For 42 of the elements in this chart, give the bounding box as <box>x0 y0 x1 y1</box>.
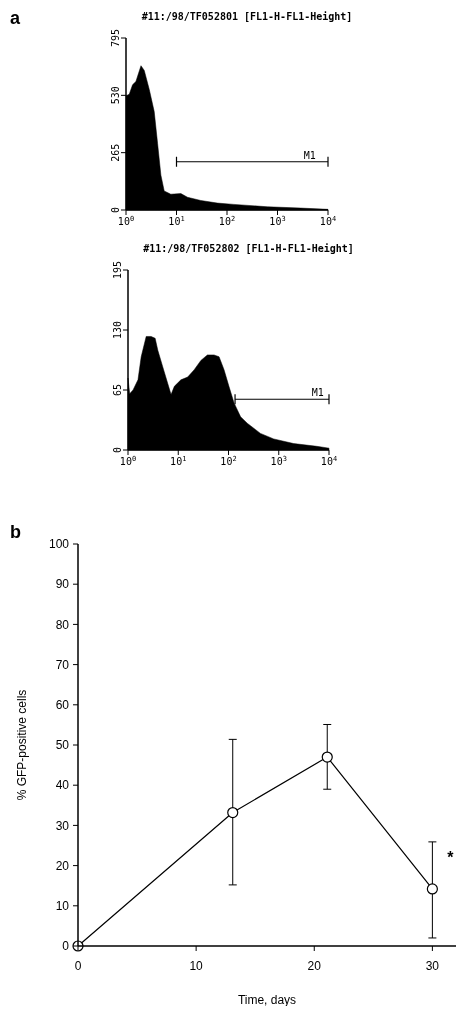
y-tick-label: 90 <box>55 577 70 592</box>
x-tick-label: 20 <box>307 959 322 973</box>
y-tick-label: 65 <box>112 383 123 397</box>
y-tick-label: 265 <box>110 143 121 162</box>
y-tick-label: 795 <box>110 28 121 48</box>
y-tick-label: 50 <box>55 738 70 753</box>
x-tick-label: 10$^{2}$ <box>220 455 237 467</box>
x-tick-label: 0 <box>74 959 82 973</box>
x-tick-label: 10$^{1}$ <box>170 455 187 467</box>
y-tick-label: 60 <box>55 698 70 712</box>
y-tick-label: 195 <box>112 260 123 280</box>
x-tick-label: 10$^{2}$ <box>218 215 236 227</box>
y-tick-label: 130 <box>112 320 123 340</box>
y-tick-label: 80 <box>55 617 70 632</box>
y-tick-label: 100 <box>48 537 70 552</box>
legend-label: M1 <box>311 387 324 399</box>
x-tick-label: 30 <box>425 959 440 973</box>
x-tick-label: 10 <box>189 959 204 973</box>
x-axis-title: Time, days <box>237 993 297 1007</box>
y-tick-label: 10 <box>55 899 70 913</box>
y-tick-label: 0 <box>112 446 123 454</box>
x-tick-label: 10$^{4}$ <box>320 455 338 467</box>
x-tick-label: 10$^{1}$ <box>168 215 185 227</box>
x-tick-label: 10$^{3}$ <box>270 455 287 467</box>
text: a <box>10 8 21 28</box>
x-tick-label: 10$^{4}$ <box>319 215 337 227</box>
x-tick-label: 10$^{0}$ <box>119 455 137 467</box>
x-tick-label: 10$^{0}$ <box>117 215 135 227</box>
y-axis-title: % GFP-positive cells <box>15 689 29 801</box>
y-tick-label: 0 <box>62 939 70 954</box>
y-tick-label: 0 <box>110 206 121 214</box>
x-tick-label: 10$^{3}$ <box>269 215 286 227</box>
text: b <box>10 522 21 542</box>
y-tick-label: 70 <box>55 657 70 672</box>
annotation: * <box>447 849 455 867</box>
chart-title: #11:/98/TF052802 [FL1-H-FL1-Height] <box>143 243 354 254</box>
y-tick-label: 30 <box>55 818 70 833</box>
chart-title: #11:/98/TF052801 [FL1-H-FL1-Height] <box>141 11 353 22</box>
legend-label: M1 <box>303 149 316 161</box>
y-tick-label: 40 <box>55 778 70 793</box>
y-tick-label: 530 <box>110 86 121 105</box>
y-tick-label: 20 <box>55 858 70 873</box>
